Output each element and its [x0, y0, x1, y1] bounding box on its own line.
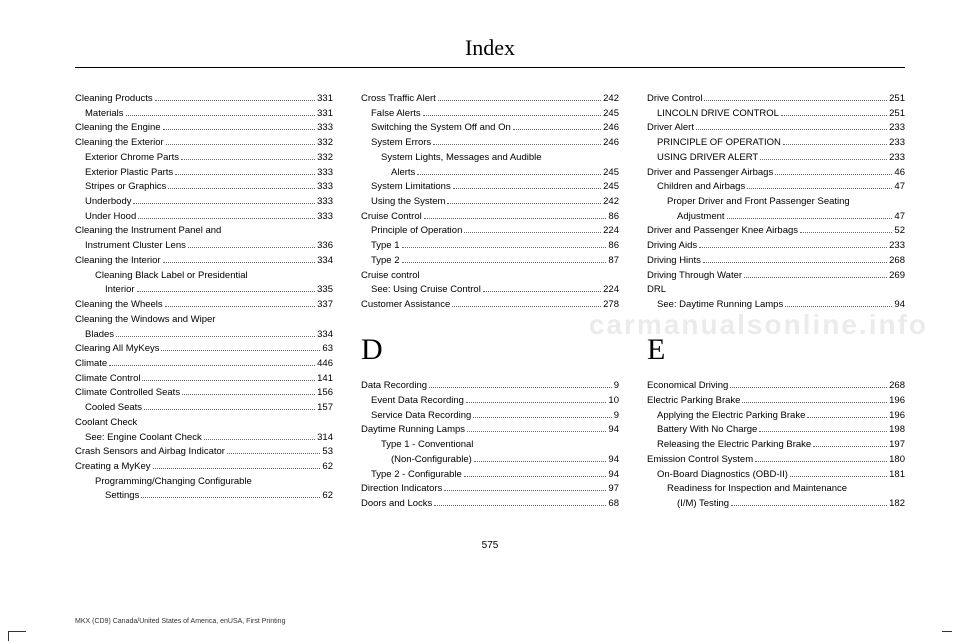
index-entry: Cleaning Products331 [75, 92, 333, 107]
index-entry: Cross Traffic Alert242 [361, 92, 619, 107]
index-entry: Programming/Changing ConfigurableSetting… [75, 475, 333, 504]
index-columns: Cleaning Products331Materials331Cleaning… [75, 92, 905, 512]
index-entry: Cleaning the Instrument Panel andInstrum… [75, 224, 333, 253]
index-entry: Driver Alert233 [647, 121, 905, 136]
horizontal-rule [75, 67, 905, 68]
index-entry: Electric Parking Brake196 [647, 394, 905, 409]
index-entry: Cleaning the Exterior332 [75, 136, 333, 151]
index-entry: On-Board Diagnostics (OBD-II)181 [647, 468, 905, 483]
column-2: Cross Traffic Alert242False Alerts245Swi… [361, 92, 619, 512]
index-entry: Cleaning the Wheels337 [75, 298, 333, 313]
footer-text: MKX (CD9) Canada/United States of Americ… [75, 618, 285, 625]
index-entry: System Lights, Messages and AudibleAlert… [361, 151, 619, 180]
index-entry: LINCOLN DRIVE CONTROL251 [647, 107, 905, 122]
index-entry: Cleaning the Windows and WiperBlades334 [75, 313, 333, 342]
index-entry: Climate446 [75, 357, 333, 372]
index-entry: Data Recording9 [361, 379, 619, 394]
index-entry: Emission Control System180 [647, 453, 905, 468]
index-entry: Type 186 [361, 239, 619, 254]
index-entry: Crash Sensors and Airbag Indicator53 [75, 445, 333, 460]
index-entry: System Errors246 [361, 136, 619, 151]
index-entry: Service Data Recording9 [361, 409, 619, 424]
index-entry: Coolant Check [75, 416, 333, 431]
index-entry: Switching the System Off and On246 [361, 121, 619, 136]
index-entry: Driver and Passenger Airbags46 [647, 166, 905, 181]
index-entry: System Limitations245 [361, 180, 619, 195]
index-entry: See: Engine Coolant Check314 [75, 431, 333, 446]
index-entry: Event Data Recording10 [361, 394, 619, 409]
index-entry: Exterior Chrome Parts332 [75, 151, 333, 166]
index-entry: Direction Indicators97 [361, 482, 619, 497]
index-entry: Driver and Passenger Knee Airbags52 [647, 224, 905, 239]
index-entry: DRL [647, 283, 905, 298]
index-entry: Daytime Running Lamps94 [361, 423, 619, 438]
index-entry: Drive Control251 [647, 92, 905, 107]
index-entry: Under Hood333 [75, 210, 333, 225]
index-entry: Type 1 - Conventional(Non-Configurable)9… [361, 438, 619, 467]
index-entry: Customer Assistance278 [361, 298, 619, 313]
index-entry: USING DRIVER ALERT233 [647, 151, 905, 166]
index-entry: PRINCIPLE OF OPERATION233 [647, 136, 905, 151]
index-entry: Climate Control141 [75, 372, 333, 387]
index-entry: Applying the Electric Parking Brake196 [647, 409, 905, 424]
index-entry: Type 287 [361, 254, 619, 269]
index-entry: Battery With No Charge198 [647, 423, 905, 438]
index-entry: Releasing the Electric Parking Brake197 [647, 438, 905, 453]
crop-mark [8, 631, 26, 641]
index-entry: Readiness for Inspection and Maintenance… [647, 482, 905, 511]
index-entry: Children and Airbags47 [647, 180, 905, 195]
index-entry: False Alerts245 [361, 107, 619, 122]
index-entry: See: Using Cruise Control224 [361, 283, 619, 298]
index-entry: Using the System242 [361, 195, 619, 210]
section-letter: D [361, 327, 619, 374]
crop-mark [942, 631, 952, 641]
index-entry: See: Daytime Running Lamps94 [647, 298, 905, 313]
index-entry: Cruise control [361, 269, 619, 284]
index-entry: Materials331 [75, 107, 333, 122]
page-title: Index [75, 35, 905, 61]
index-entry: Proper Driver and Front Passenger Seatin… [647, 195, 905, 224]
index-entry: Cleaning Black Label or PresidentialInte… [75, 269, 333, 298]
index-entry: Clearing All MyKeys63 [75, 342, 333, 357]
index-entry: Cooled Seats157 [75, 401, 333, 416]
index-entry: Climate Controlled Seats156 [75, 386, 333, 401]
column-1: Cleaning Products331Materials331Cleaning… [75, 92, 333, 512]
index-entry: Driving Through Water269 [647, 269, 905, 284]
index-entry: Type 2 - Configurable94 [361, 468, 619, 483]
index-entry: Principle of Operation224 [361, 224, 619, 239]
index-entry: Creating a MyKey62 [75, 460, 333, 475]
index-entry: Economical Driving268 [647, 379, 905, 394]
index-entry: Cruise Control86 [361, 210, 619, 225]
index-entry: Driving Hints268 [647, 254, 905, 269]
index-entry: Driving Aids233 [647, 239, 905, 254]
index-entry: Cleaning the Interior334 [75, 254, 333, 269]
index-entry: Stripes or Graphics333 [75, 180, 333, 195]
index-entry: Exterior Plastic Parts333 [75, 166, 333, 181]
section-letter: E [647, 327, 905, 374]
index-entry: Underbody333 [75, 195, 333, 210]
column-3: Drive Control251LINCOLN DRIVE CONTROL251… [647, 92, 905, 512]
page-number: 575 [75, 540, 905, 551]
index-entry: Doors and Locks68 [361, 497, 619, 512]
index-entry: Cleaning the Engine333 [75, 121, 333, 136]
